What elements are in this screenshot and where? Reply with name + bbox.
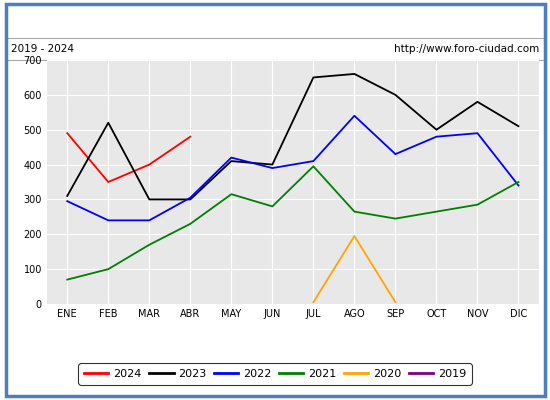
Text: http://www.foro-ciudad.com: http://www.foro-ciudad.com — [394, 44, 539, 54]
Legend: 2024, 2023, 2022, 2021, 2020, 2019: 2024, 2023, 2022, 2021, 2020, 2019 — [79, 364, 471, 384]
Text: 2019 - 2024: 2019 - 2024 — [11, 44, 74, 54]
Text: Evolucion Nº Turistas Nacionales en el municipio de Siurana: Evolucion Nº Turistas Nacionales en el m… — [50, 14, 500, 28]
